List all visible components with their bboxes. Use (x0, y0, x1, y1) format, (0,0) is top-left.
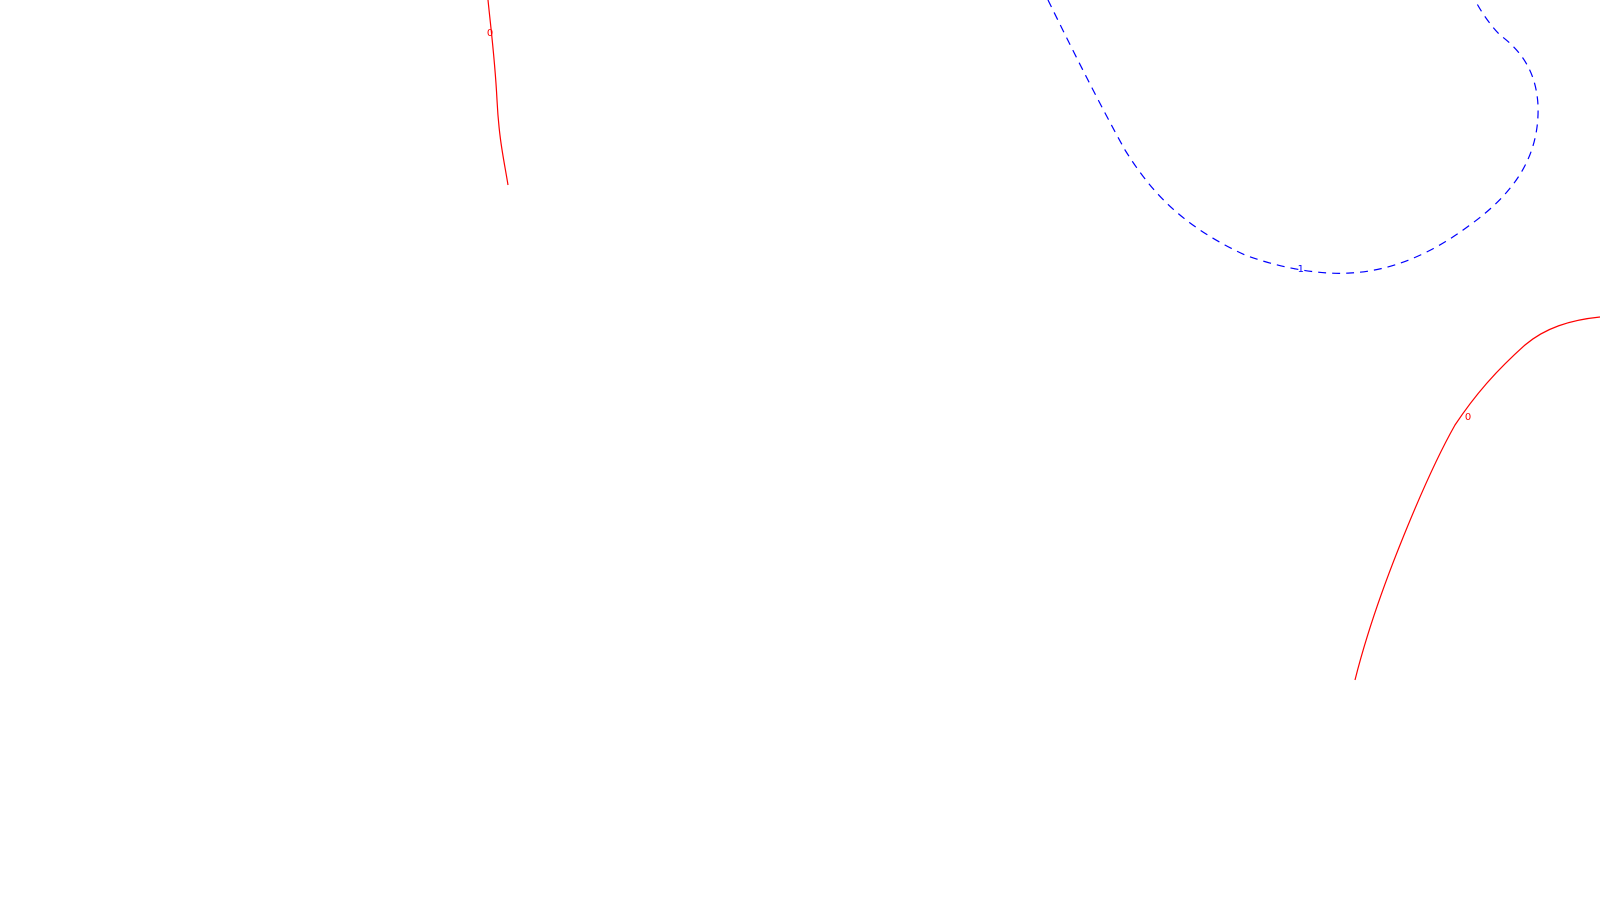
contour-line-group: -1 (1047, 0, 1539, 275)
contour-label: -1 (1294, 264, 1304, 275)
contour-line-group: 0 (487, 0, 509, 186)
contour-line (1047, 0, 1539, 274)
contour-label: 0 (1465, 412, 1471, 423)
contour-line-group: 0 (1354, 316, 1600, 681)
contour-line (487, 0, 509, 186)
contour-line (1354, 316, 1600, 681)
contour-label: 0 (487, 28, 493, 39)
